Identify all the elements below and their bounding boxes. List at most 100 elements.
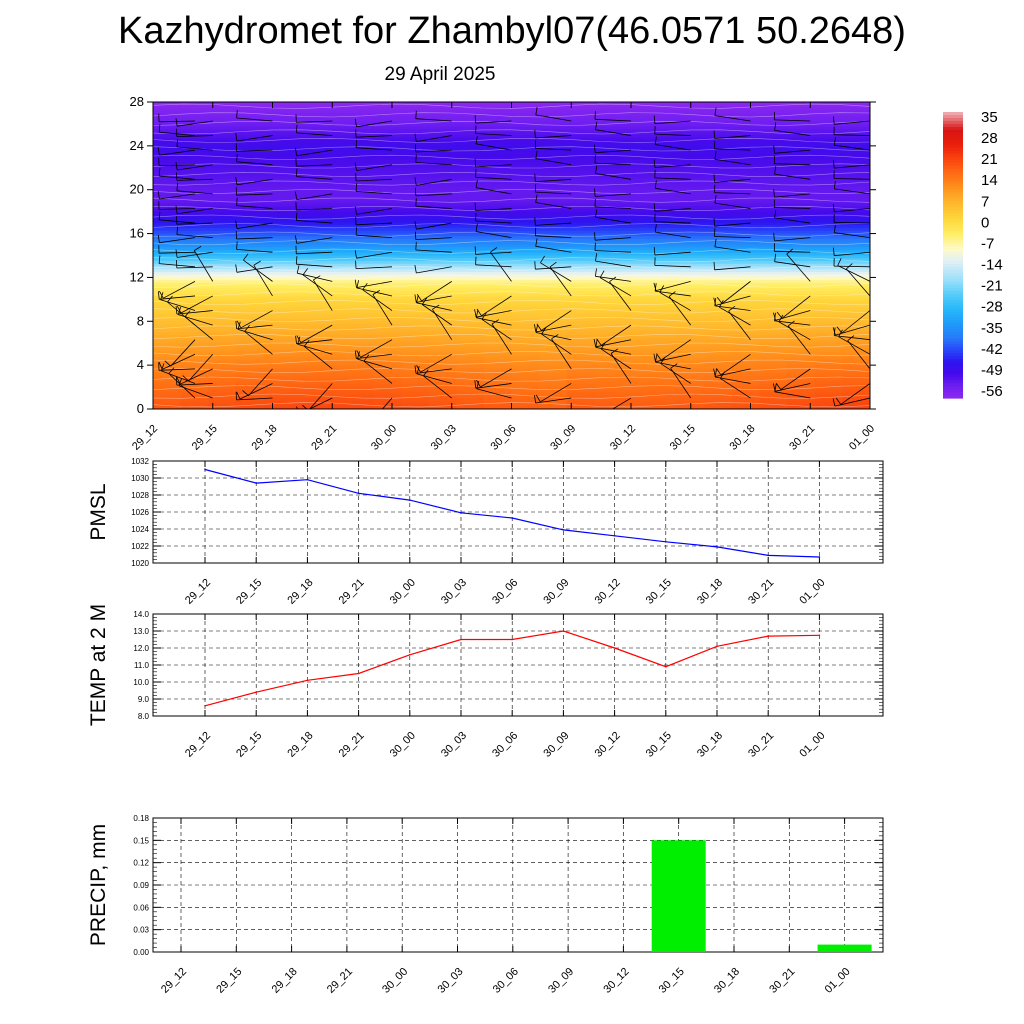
- wind-barb-feather: [475, 223, 478, 232]
- heatmap-cell: [456, 233, 485, 237]
- colorbar-segment: [943, 255, 963, 259]
- heatmap-cell: [732, 228, 761, 232]
- heatmap-cell: [208, 132, 237, 136]
- heatmap-cell: [318, 219, 347, 224]
- heatmap-cell: [676, 255, 706, 259]
- heatmap-cell: [759, 351, 788, 355]
- wind-barb: [188, 354, 214, 382]
- heatmap-cell: [208, 392, 237, 396]
- heatmap-cell: [153, 277, 182, 281]
- colorbar-segment: [943, 341, 963, 345]
- heatmap-cell: [759, 345, 788, 350]
- heatmap-cell: [511, 162, 540, 166]
- heatmap-cell: [539, 370, 568, 374]
- heatmap-cell: [263, 343, 292, 347]
- heatmap-cell: [456, 255, 485, 259]
- contour-line: [153, 282, 870, 288]
- heatmap-cell: [235, 384, 264, 388]
- colorbar-segment: [943, 168, 963, 173]
- heatmap-cell: [621, 176, 650, 180]
- heatmap-cell: [511, 269, 540, 273]
- heatmap-cell: [787, 348, 816, 353]
- heatmap-cell: [814, 348, 844, 353]
- heatmap-cell: [842, 406, 870, 409]
- heatmap-cell: [511, 343, 540, 347]
- heatmap-cell: [704, 129, 733, 133]
- heatmap-cell: [787, 365, 816, 369]
- heatmap-cell: [814, 115, 844, 120]
- heatmap-cell: [483, 337, 513, 342]
- heatmap-cell: [401, 118, 430, 122]
- heatmap-cell: [732, 154, 761, 158]
- heatmap-cell: [539, 329, 568, 333]
- wind-barb-feather: [773, 145, 775, 154]
- heatmap-cell: [594, 134, 623, 139]
- heatmap-cell: [318, 370, 347, 374]
- heatmap-cell: [594, 170, 623, 174]
- heatmap-cell: [759, 176, 788, 180]
- heatmap-cell: [704, 156, 733, 161]
- heatmap-cell: [180, 225, 209, 229]
- heatmap-cell: [566, 112, 595, 117]
- wind-barb: [244, 331, 273, 355]
- heatmap-cell: [649, 170, 678, 174]
- heatmap-cell: [814, 104, 844, 109]
- wind-barb-feather: [774, 253, 777, 262]
- x-tick-label: 30_15: [644, 577, 674, 607]
- heatmap-cell: [208, 104, 237, 109]
- heatmap-cell: [676, 214, 706, 218]
- heatmap-cell: [676, 373, 706, 377]
- heatmap-cell: [704, 378, 733, 383]
- heatmap-cell: [511, 206, 540, 210]
- heatmap-cell: [235, 398, 264, 402]
- heatmap-cell: [401, 104, 430, 109]
- heatmap-cell: [539, 356, 568, 361]
- heatmap-cell: [318, 343, 347, 347]
- heatmap-cell: [787, 266, 816, 270]
- heatmap-cell: [401, 381, 430, 385]
- heatmap-cell: [566, 247, 595, 251]
- wind-barb-feather: [158, 291, 160, 300]
- heatmap-cell: [676, 252, 706, 257]
- heatmap-cell: [346, 134, 375, 139]
- heatmap-cell: [787, 173, 816, 177]
- heatmap-cell: [373, 222, 402, 226]
- heatmap-cell: [263, 129, 292, 133]
- heatmap-cell: [180, 244, 209, 248]
- x-tick-label: 29_18: [285, 577, 315, 607]
- heatmap-cell: [511, 250, 540, 254]
- wind-barb-feather: [176, 376, 181, 385]
- colorbar-segment: [943, 344, 963, 348]
- heatmap-cell: [787, 337, 816, 342]
- heatmap-cell: [180, 255, 209, 259]
- heatmap-cell: [676, 233, 706, 237]
- heatmap-cell: [704, 140, 733, 144]
- heatmap-cell: [483, 384, 513, 388]
- heatmap-cell: [539, 118, 568, 122]
- heatmap-cell: [511, 239, 540, 243]
- heatmap-cell: [153, 403, 182, 407]
- heatmap-cell: [649, 392, 678, 396]
- heatmap-cell: [208, 200, 237, 205]
- heatmap-cell: [676, 354, 706, 358]
- y-tick-label: 1026: [131, 508, 149, 517]
- x-tick-label: 30_18: [728, 423, 758, 453]
- heatmap-cell: [235, 126, 264, 131]
- heatmap-cell: [153, 343, 182, 347]
- heatmap-cell: [235, 189, 264, 194]
- heatmap-cell: [814, 140, 844, 144]
- heatmap-cell: [842, 126, 870, 131]
- wind-barb-feather: [158, 211, 161, 220]
- heatmap-cell: [428, 356, 457, 361]
- wind-barb-feather: [534, 395, 536, 404]
- heatmap-cell: [153, 378, 182, 383]
- heatmap-cell: [539, 395, 568, 399]
- heatmap-cell: [401, 151, 430, 155]
- heatmap-cell: [759, 299, 788, 303]
- heatmap-cell: [235, 118, 264, 122]
- heatmap-cell: [235, 367, 264, 372]
- wind-barb-feather: [176, 226, 178, 235]
- heatmap-cell: [318, 167, 347, 172]
- heatmap-cell: [318, 307, 347, 311]
- heatmap-cell: [704, 228, 733, 232]
